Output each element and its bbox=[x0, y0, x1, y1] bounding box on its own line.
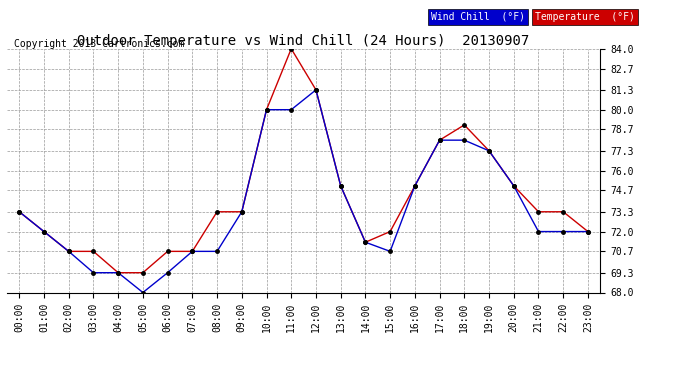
Text: Temperature  (°F): Temperature (°F) bbox=[535, 12, 635, 22]
Text: Wind Chill  (°F): Wind Chill (°F) bbox=[431, 12, 525, 22]
Text: Copyright 2013 Cartronics.com: Copyright 2013 Cartronics.com bbox=[14, 39, 184, 50]
Title: Outdoor Temperature vs Wind Chill (24 Hours)  20130907: Outdoor Temperature vs Wind Chill (24 Ho… bbox=[77, 34, 530, 48]
